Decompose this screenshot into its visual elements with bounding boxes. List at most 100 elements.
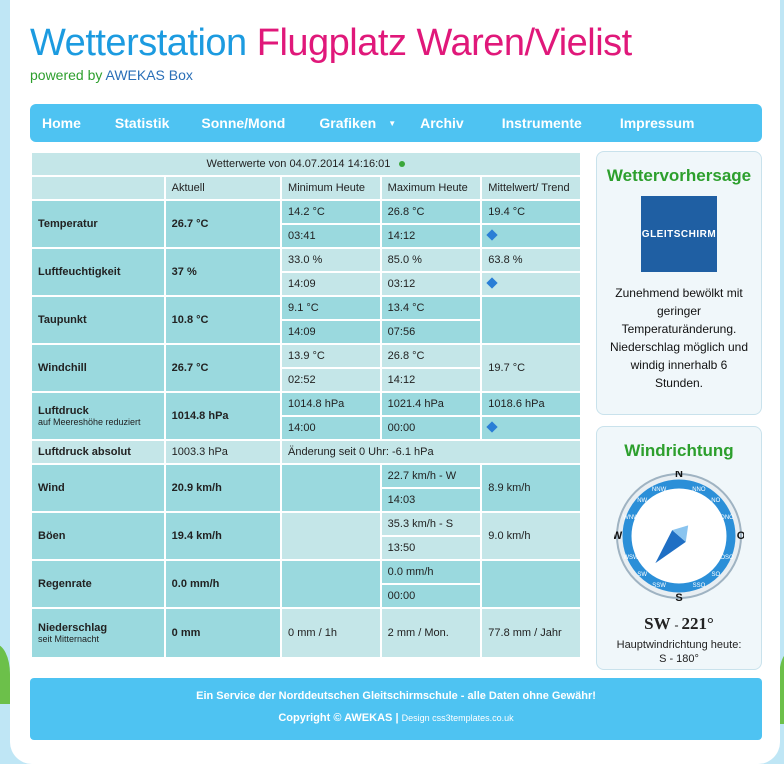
footer-copyright-line: Copyright © AWEKAS | Design css3template… [30, 712, 762, 724]
title-station: Wetterstation [30, 22, 247, 64]
max-wind: 22.7 km/h - W [379, 463, 483, 489]
min-taupunkt: 9.1 °C [280, 295, 382, 321]
compass-label-oso: OSO [720, 555, 734, 561]
trend-arrow-icon [486, 229, 498, 241]
nav-impressum[interactable]: Impressum [619, 115, 695, 131]
weather-table-container: Wetterwerte von 04.07.2014 14:16:01 Aktu… [30, 151, 582, 659]
avg-luftdruck: 1018.6 hPa [480, 391, 582, 417]
compass-label-w: W [614, 530, 623, 542]
avg-temperatur: 19.4 °C [480, 199, 582, 225]
max-time-wind: 14:03 [379, 487, 483, 513]
compass-label-s: S [675, 592, 682, 601]
avg-regenrate-empty [480, 559, 582, 609]
niederschlag-year: 77.8 mm / Jahr [480, 607, 582, 659]
powered-prefix: powered by [30, 67, 103, 83]
row-label-boeen: Böen [30, 511, 166, 561]
nav-grafiken-label: Grafiken [319, 115, 377, 131]
compass-label-n: N [675, 471, 683, 480]
background-decoration [778, 654, 784, 724]
table-header-text: Wetterwerte von 04.07.2014 14:16:01 [206, 158, 391, 170]
forecast-title: Wettervorhersage [606, 166, 752, 185]
footer-service-text: Ein Service der Norddeutschen Gleitschir… [196, 690, 596, 702]
nav-archiv[interactable]: Archiv [420, 115, 464, 131]
niederschlag-label: Niederschlag [38, 622, 108, 634]
value-windchill: 26.7 °C [163, 343, 283, 393]
header: Wetterstation Flugplatz Waren/Vielist po… [30, 22, 632, 83]
nav-statistik[interactable]: Statistik [114, 115, 170, 131]
row-label-temperatur: Temperatur [30, 199, 166, 249]
max-regenrate: 0.0 mm/h [379, 559, 483, 585]
background-decoration [0, 644, 10, 704]
footer-copyright: Copyright © AWEKAS [278, 712, 393, 724]
max-time-luftdruck: 00:00 [379, 415, 483, 441]
compass-label-sso: SSO [693, 583, 706, 589]
value-taupunkt: 10.8 °C [163, 295, 283, 345]
min-time-taupunkt: 14:09 [280, 319, 382, 345]
trend-luftdruck [480, 415, 582, 441]
compass-label-wnw: WNW [623, 515, 639, 521]
wind-direction-label: SW [644, 614, 671, 633]
compass-label-sw: SW [637, 572, 647, 578]
powered-brand-link[interactable]: AWEKAS Box [105, 67, 193, 83]
column-header-empty [30, 175, 166, 201]
luftdruck-label: Luftdruck [38, 405, 89, 417]
compass-label-nno: NNO [692, 487, 706, 493]
max-time-regenrate: 00:00 [379, 583, 483, 609]
footer-separator: | [395, 712, 399, 724]
min-regenrate-empty [280, 559, 382, 609]
footer: Ein Service der Norddeutschen Gleitschir… [30, 678, 762, 740]
value-niederschlag: 0 mm [163, 607, 283, 659]
nav-grafiken[interactable]: Grafiken ▼ [297, 104, 408, 142]
main-direction-value: S - 180° [659, 653, 699, 665]
page-container: Wetterstation Flugplatz Waren/Vielist po… [10, 0, 780, 764]
footer-design-link[interactable]: Design css3templates.co.uk [401, 713, 514, 723]
row-label-wind: Wind [30, 463, 166, 513]
max-windchill: 26.8 °C [379, 343, 483, 369]
forecast-panel: Wettervorhersage GLEITSCHIRM Zunehmend b… [596, 151, 762, 415]
trend-temperatur [480, 223, 582, 249]
compass-label-ono: ONO [720, 515, 734, 521]
row-label-windchill: Windchill [30, 343, 166, 393]
min-time-feuchte: 14:09 [280, 271, 382, 297]
max-taupunkt: 13.4 °C [379, 295, 483, 321]
row-label-regenrate: Regenrate [30, 559, 166, 609]
min-luftdruck: 1014.8 hPa [280, 391, 382, 417]
value-feuchte: 37 % [163, 247, 283, 297]
value-temperatur: 26.7 °C [163, 199, 283, 249]
wind-current: SW - 221° [644, 614, 714, 633]
max-temperatur: 26.8 °C [379, 199, 483, 225]
avg-taupunkt-empty [480, 295, 582, 345]
wind-degrees: 221° [681, 614, 714, 633]
trend-feuchte [480, 271, 582, 297]
row-label-feuchte: Luftfeuchtigkeit [30, 247, 166, 297]
powered-by: powered by AWEKAS Box [30, 67, 632, 83]
niederschlag-month: 2 mm / Mon. [379, 607, 483, 659]
nav-instrumente[interactable]: Instrumente [501, 115, 582, 131]
compass-icon: N NNO NO ONO O OSO SO SSO S SSW SW WSW W WNW NW NNW [612, 468, 746, 604]
status-dot-icon [399, 161, 406, 168]
max-luftdruck: 1021.4 hPa [379, 391, 483, 417]
value-luftdruck-absolut: 1003.3 hPa [163, 439, 283, 465]
trend-arrow-icon [486, 421, 498, 433]
forecast-text: Zunehmend bewölkt mit geringer Temperatu… [609, 286, 749, 390]
value-wind: 20.9 km/h [163, 463, 283, 513]
max-time-boeen: 13:50 [379, 535, 483, 561]
trend-arrow-icon [486, 277, 498, 289]
title-location: Flugplatz Waren/Vielist [256, 22, 633, 64]
avg-wind: 8.9 km/h [480, 463, 582, 513]
avg-windchill: 19.7 °C [480, 343, 582, 393]
max-time-feuchte: 03:12 [379, 271, 483, 297]
value-regenrate: 0.0 mm/h [163, 559, 283, 609]
compass-label-no: NO [711, 498, 720, 504]
row-label-luftdruck: Luftdruck auf Meereshöhe reduziert [30, 391, 166, 441]
logo-text: GLEITSCHIRM [641, 228, 717, 240]
min-windchill: 13.9 °C [280, 343, 382, 369]
max-time-taupunkt: 07:56 [379, 319, 483, 345]
min-boeen-empty [280, 511, 382, 561]
compass-label-wsw: WSW [623, 555, 639, 561]
nav-home[interactable]: Home [42, 115, 81, 131]
value-luftdruck: 1014.8 hPa [163, 391, 283, 441]
luftdruck-sublabel: auf Meereshöhe reduziert [38, 417, 141, 427]
nav-sonne-mond[interactable]: Sonne/Mond [201, 115, 286, 131]
main-direction-label: Hauptwindrichtung heute: [616, 639, 742, 651]
